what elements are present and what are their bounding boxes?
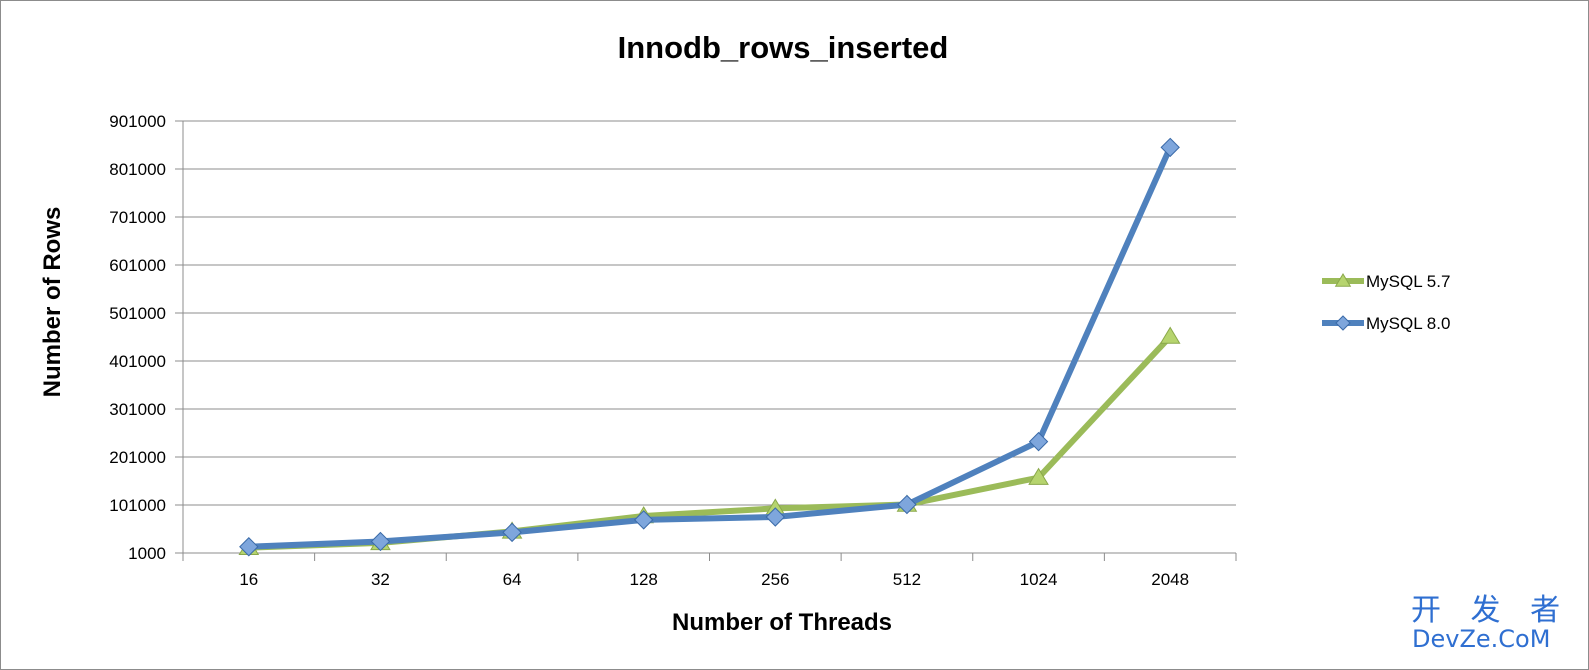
x-tick-label: 256 [761,570,789,589]
y-tick-label: 401000 [109,352,166,371]
gridlines [175,120,1236,554]
chart-title: Innodb_rows_inserted [618,30,949,65]
series-line-mysql-8-0 [245,144,1174,550]
y-axis-title: Number of Rows [39,207,66,398]
axes [182,121,1237,561]
data-point-mysql-5-7 [1028,467,1049,485]
x-tick-label: 64 [503,570,522,589]
series-mysql-8-0 [239,137,1180,557]
legend-label-mysql-8-0: MySQL 8.0 [1366,314,1450,333]
legend-marker-mysql-8-0 [1335,315,1351,331]
data-point-mysql-8-0 [633,510,654,530]
legend-label-mysql-5-7: MySQL 5.7 [1366,272,1450,291]
data-point-mysql-8-0 [1160,137,1180,158]
y-tick-label: 1000 [128,544,166,563]
y-tick-label: 701000 [109,208,166,227]
y-tick-label: 801000 [109,160,166,179]
legend: MySQL 5.7 MySQL 8.0 [1322,272,1450,333]
data-point-mysql-8-0 [370,531,391,552]
y-tick-label: 201000 [109,448,166,467]
legend-item-mysql-5-7: MySQL 5.7 [1322,272,1450,291]
x-tick-label: 2048 [1151,570,1189,589]
x-tick-label: 32 [371,570,390,589]
y-tick-label: 101000 [109,496,166,515]
data-point-mysql-5-7 [1159,326,1181,344]
x-tick-label: 128 [630,570,658,589]
y-tick-label: 901000 [109,112,166,131]
data-point-mysql-8-0 [239,537,259,557]
data-point-mysql-8-0 [897,494,917,515]
data-point-mysql-8-0 [1028,431,1049,452]
y-tick-label: 601000 [109,256,166,275]
data-point-mysql-8-0 [502,522,522,543]
x-tick-label: 16 [239,570,258,589]
y-tick-label: 301000 [109,400,166,419]
x-tick-label: 1024 [1020,570,1058,589]
y-tick-labels: 1000 101000 201000 301000 401000 501000 601000… [109,112,166,563]
watermark-chinese: 开 发 者 [1411,593,1570,628]
data-point-mysql-8-0 [765,507,786,527]
x-tick-labels: 16 32 64 128 256 512 1024 2048 [239,570,1189,589]
y-tick-label: 501000 [109,304,166,323]
series-group [238,137,1181,557]
x-axis-title: Number of Threads [672,609,892,636]
watermark-latin: DevZe.CoM [1412,625,1550,653]
legend-marker-mysql-5-7 [1334,273,1352,287]
x-tick-label: 512 [893,570,921,589]
legend-item-mysql-8-0: MySQL 8.0 [1322,314,1450,333]
